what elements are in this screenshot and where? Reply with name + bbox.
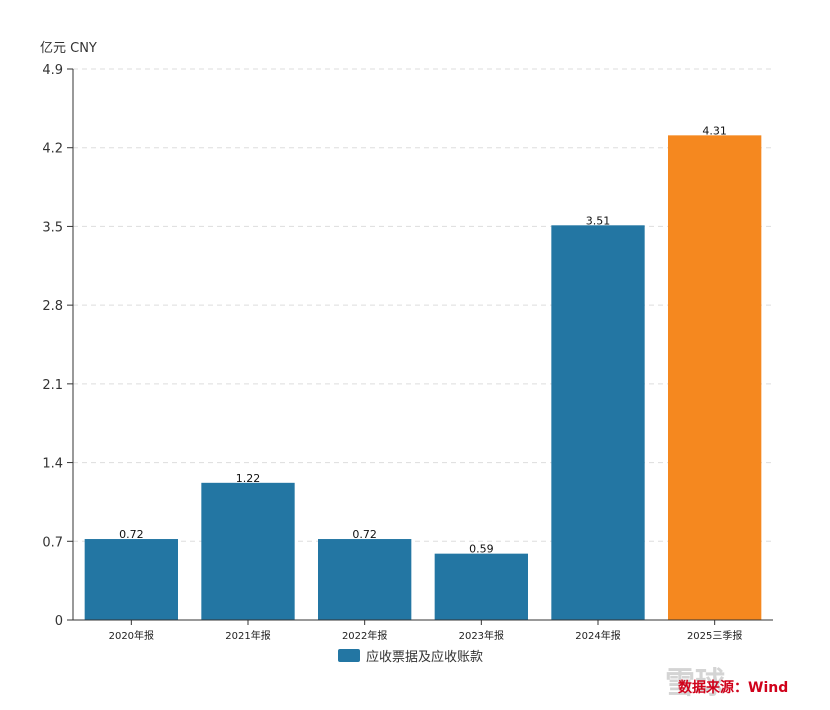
legend: 应收票据及应收账款 <box>338 649 483 665</box>
bar <box>551 225 645 620</box>
y-tick-label: 1.4 <box>42 457 63 472</box>
bar <box>318 539 412 620</box>
bar <box>84 539 178 620</box>
bars: 0.72 1.22 0.72 0.59 3.51 4.31 <box>84 124 762 620</box>
y-tick-label: 4.2 <box>42 142 63 157</box>
bar-value-label: 4.31 <box>702 124 727 137</box>
x-tick-label: 2021年报 <box>225 629 270 642</box>
y-tick-label: 4.9 <box>42 63 63 78</box>
y-tick-label: 2.1 <box>42 378 63 393</box>
y-axis: 0 0.7 1.4 2.1 2.8 3.5 4.2 4.9 <box>42 63 74 629</box>
bar-value-label: 3.51 <box>586 214 611 227</box>
x-tick-label: 2023年报 <box>459 629 504 642</box>
y-tick-label: 3.5 <box>42 220 63 235</box>
data-source: 数据来源：Wind <box>678 679 788 696</box>
bar-value-label: 0.72 <box>352 528 377 541</box>
bar-value-label: 0.59 <box>469 543 494 556</box>
x-tick-label: 2025三季报 <box>687 629 742 642</box>
bar-value-label: 1.22 <box>236 472 261 485</box>
legend-label: 应收票据及应收账款 <box>366 649 483 665</box>
watermark-text: 雪球 <box>665 666 726 701</box>
legend-swatch <box>338 649 360 662</box>
x-axis: 2020年报 2021年报 2022年报 2023年报 2024年报 2025三季报 <box>73 619 773 642</box>
y-tick-label: 2.8 <box>42 299 63 314</box>
y-axis-unit-label: 亿元 CNY <box>40 41 97 56</box>
bar <box>434 553 528 620</box>
y-tick-label: 0.7 <box>42 535 63 550</box>
y-tick-label: 0 <box>55 614 63 629</box>
bar <box>668 135 762 620</box>
x-tick-label: 2024年报 <box>575 629 620 642</box>
bar-value-label: 0.72 <box>119 528 144 541</box>
x-tick-label: 2022年报 <box>342 629 387 642</box>
x-tick-label: 2020年报 <box>109 629 154 642</box>
bar <box>201 482 295 620</box>
